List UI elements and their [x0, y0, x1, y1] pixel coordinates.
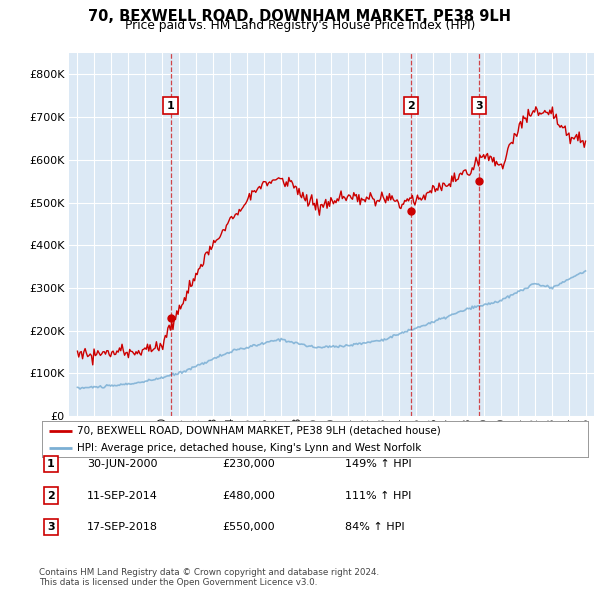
- Text: Contains HM Land Registry data © Crown copyright and database right 2024.
This d: Contains HM Land Registry data © Crown c…: [39, 568, 379, 587]
- Text: 17-SEP-2018: 17-SEP-2018: [87, 522, 158, 532]
- Text: £230,000: £230,000: [222, 460, 275, 469]
- Text: HPI: Average price, detached house, King's Lynn and West Norfolk: HPI: Average price, detached house, King…: [77, 443, 422, 453]
- Text: 70, BEXWELL ROAD, DOWNHAM MARKET, PE38 9LH: 70, BEXWELL ROAD, DOWNHAM MARKET, PE38 9…: [89, 9, 511, 24]
- Text: 2: 2: [47, 491, 55, 500]
- Text: 70, BEXWELL ROAD, DOWNHAM MARKET, PE38 9LH (detached house): 70, BEXWELL ROAD, DOWNHAM MARKET, PE38 9…: [77, 426, 441, 436]
- Text: £550,000: £550,000: [222, 522, 275, 532]
- Text: 149% ↑ HPI: 149% ↑ HPI: [345, 460, 412, 469]
- Text: 2: 2: [407, 101, 415, 111]
- Text: 3: 3: [475, 101, 482, 111]
- Text: 30-JUN-2000: 30-JUN-2000: [87, 460, 157, 469]
- Text: £480,000: £480,000: [222, 491, 275, 500]
- Text: 11-SEP-2014: 11-SEP-2014: [87, 491, 158, 500]
- Text: 1: 1: [167, 101, 175, 111]
- Text: 84% ↑ HPI: 84% ↑ HPI: [345, 522, 404, 532]
- Text: 1: 1: [47, 460, 55, 469]
- Text: 111% ↑ HPI: 111% ↑ HPI: [345, 491, 412, 500]
- Text: 3: 3: [47, 522, 55, 532]
- Text: Price paid vs. HM Land Registry's House Price Index (HPI): Price paid vs. HM Land Registry's House …: [125, 19, 475, 32]
